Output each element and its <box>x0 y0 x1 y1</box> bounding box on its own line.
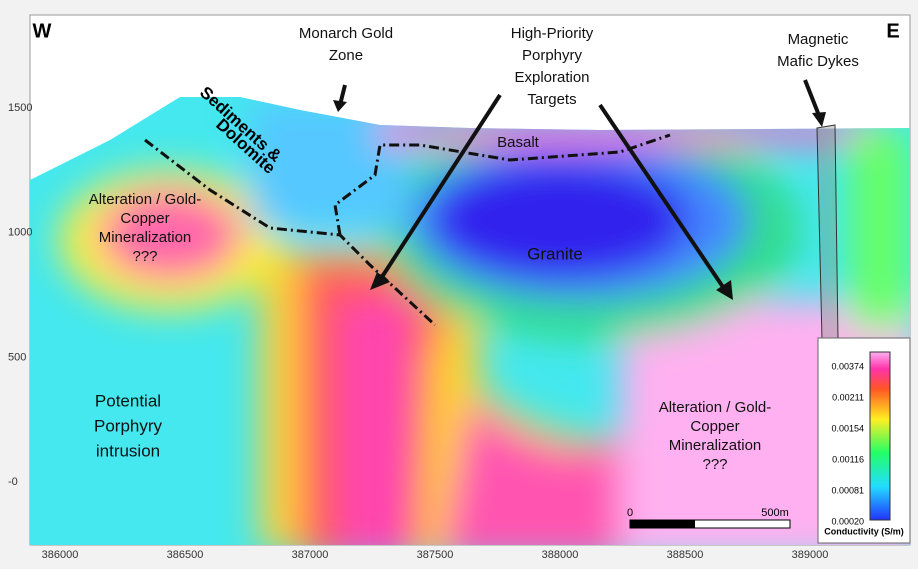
porphyry-label: Porphyry <box>94 416 163 435</box>
basalt-label: Basalt <box>497 134 540 151</box>
alteration-right-label: ??? <box>702 456 727 473</box>
colorbar-tick-label: 0.00374 <box>831 361 864 371</box>
scale-end: 500m <box>761 507 789 519</box>
colorbar-title: Conductivity (S/m) <box>824 526 904 536</box>
east-label: E <box>886 20 899 42</box>
y-tick-label: 1000 <box>8 227 32 239</box>
targets-label: Exploration <box>514 69 589 86</box>
scale-start: 0 <box>627 507 633 519</box>
y-tick-label: 1500 <box>8 102 32 114</box>
colorbar-tick-label: 0.00020 <box>831 516 864 526</box>
alteration-left-label: Mineralization <box>99 229 192 246</box>
porphyry-label: Potential <box>95 391 161 410</box>
colorbar-tick-label: 0.00154 <box>831 423 864 433</box>
x-tick-label: 388000 <box>542 549 579 561</box>
alteration-right-label: Mineralization <box>669 437 762 454</box>
colorbar-tick-label: 0.00211 <box>832 392 864 402</box>
colorbar <box>869 351 891 521</box>
arrow-heads <box>333 100 826 300</box>
x-tick-label: 388500 <box>667 549 704 561</box>
alteration-right-label: Copper <box>690 418 739 435</box>
colorbar-box <box>817 337 911 544</box>
porphyry-label: intrusion <box>96 441 160 460</box>
x-tick-label: 387000 <box>292 549 329 561</box>
scale-bar-fill <box>630 520 695 528</box>
colorbar-tick-label: 0.00081 <box>831 485 864 495</box>
alteration-left-label: Copper <box>120 210 169 227</box>
conductivity-field <box>30 97 910 545</box>
x-tick-label: 389000 <box>792 549 829 561</box>
colorbar-tick-label: 0.00116 <box>832 454 864 464</box>
alteration-left-label: Alteration / Gold- <box>89 191 202 208</box>
alteration-left-label: ??? <box>132 248 157 265</box>
x-tick-label: 386500 <box>167 549 204 561</box>
dykes-label: Mafic Dykes <box>777 53 859 70</box>
monarch-label: Zone <box>329 47 363 64</box>
y-tick-label: -0 <box>8 476 18 488</box>
dykes-label: Magnetic <box>788 31 849 48</box>
monarch-label: Monarch Gold <box>299 25 393 42</box>
targets-label: High-Priority <box>511 25 594 42</box>
x-tick-label: 386000 <box>42 549 79 561</box>
targets-label: Targets <box>527 91 576 108</box>
y-tick-label: 500 <box>8 351 26 363</box>
x-tick-label: 387500 <box>417 549 454 561</box>
granite-label: Granite <box>527 244 583 263</box>
alteration-right-label: Alteration / Gold- <box>659 399 772 416</box>
arrows <box>338 79 822 292</box>
west-label: W <box>33 20 52 42</box>
targets-label: Porphyry <box>522 47 583 64</box>
